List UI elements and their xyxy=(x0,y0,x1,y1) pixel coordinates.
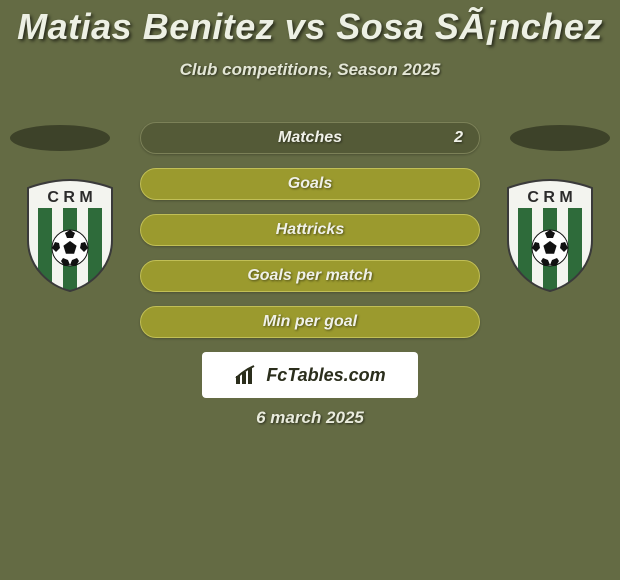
stat-row-goals: Goals xyxy=(140,168,480,200)
stat-row-matches: Matches 2 xyxy=(140,122,480,154)
crest-letters: C R M xyxy=(527,189,572,206)
crest-svg: C R M xyxy=(20,178,120,293)
crest-letters: C R M xyxy=(47,189,92,206)
comparison-card: Matias Benitez vs Sosa SÃ¡nchez Club com… xyxy=(0,0,620,580)
stat-label: Goals per match xyxy=(247,267,372,285)
stat-label: Hattricks xyxy=(276,221,344,239)
player-shadow-right xyxy=(510,125,610,151)
subtitle: Club competitions, Season 2025 xyxy=(0,60,620,80)
date-stamp: 6 march 2025 xyxy=(0,408,620,428)
player-shadow-left xyxy=(10,125,110,151)
branding-badge: FcTables.com xyxy=(202,352,418,398)
stat-row-min-per-goal: Min per goal xyxy=(140,306,480,338)
club-crest-right: C R M xyxy=(500,178,600,293)
stat-label: Matches xyxy=(278,129,342,147)
stat-value-right: 2 xyxy=(454,129,463,147)
branding-text: FcTables.com xyxy=(266,365,385,386)
crest-svg: C R M xyxy=(500,178,600,293)
stats-panel: Matches 2 Goals Hattricks Goals per matc… xyxy=(140,122,480,352)
stat-label: Min per goal xyxy=(263,313,357,331)
stat-label: Goals xyxy=(288,175,332,193)
club-crest-left: C R M xyxy=(20,178,120,293)
page-title: Matias Benitez vs Sosa SÃ¡nchez xyxy=(0,0,620,48)
chart-icon xyxy=(234,364,260,386)
stat-row-goals-per-match: Goals per match xyxy=(140,260,480,292)
stat-row-hattricks: Hattricks xyxy=(140,214,480,246)
